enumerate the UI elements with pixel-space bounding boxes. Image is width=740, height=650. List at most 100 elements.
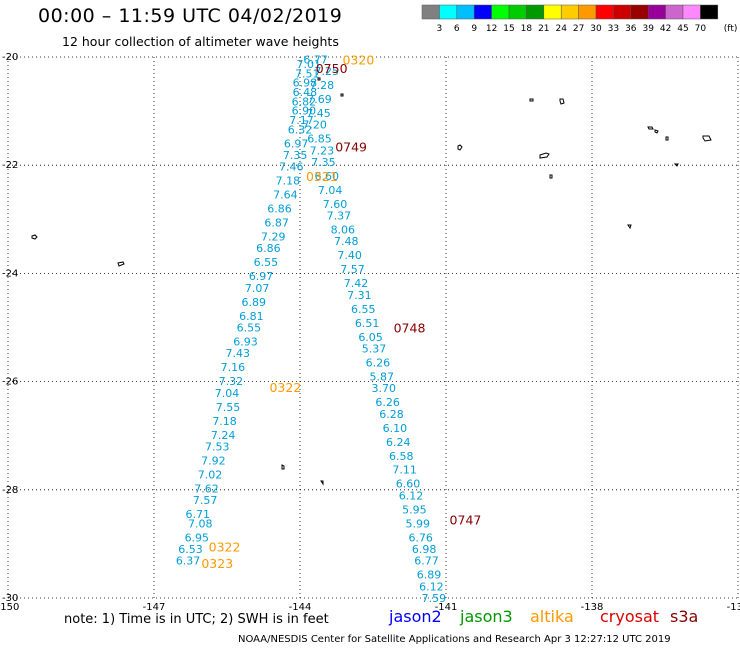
wave-height-value: 6.12 bbox=[419, 580, 444, 593]
wave-height-value: 7.28 bbox=[310, 79, 335, 92]
lat-tick-label: -30 bbox=[2, 593, 18, 604]
wave-height-value: 7.20 bbox=[302, 119, 327, 132]
wave-height-value: 6.81 bbox=[239, 310, 264, 323]
wave-height-value: 7.69 bbox=[307, 93, 332, 106]
wave-height-value: 6.82 bbox=[292, 95, 317, 108]
wave-height-value: 6.71 bbox=[186, 508, 211, 521]
wave-height-value: 5.99 bbox=[406, 517, 431, 530]
wave-height-value: 7.18 bbox=[276, 175, 301, 188]
wave-height-points: 6.777.017.516.986.486.826.907.176.326.97… bbox=[176, 53, 446, 605]
wave-height-value: 7.57 bbox=[340, 263, 365, 276]
wave-height-value: 6.26 bbox=[366, 356, 391, 369]
wave-height-value: 7.55 bbox=[216, 401, 241, 414]
color-scale-label: 27 bbox=[573, 24, 584, 34]
color-scale-label: 15 bbox=[503, 24, 514, 34]
wave-height-value: 6.85 bbox=[307, 133, 332, 146]
wave-height-value: 7.57 bbox=[193, 494, 218, 507]
lon-tick-label: -144 bbox=[289, 602, 312, 613]
wave-height-value: 6.24 bbox=[386, 436, 411, 449]
pass-time-label: 0750 bbox=[316, 61, 348, 76]
wave-height-value: 7.04 bbox=[318, 184, 343, 197]
wave-height-value: 6.89 bbox=[417, 569, 442, 582]
wave-height-value: 7.92 bbox=[201, 454, 226, 467]
footnote: note: 1) Time is in UTC; 2) SWH is in fe… bbox=[64, 612, 329, 627]
wave-height-value: 7.11 bbox=[392, 464, 417, 477]
wave-height-value: 6.98 bbox=[412, 543, 437, 556]
color-scale-label: 30 bbox=[590, 24, 602, 34]
wave-height-value: 6.58 bbox=[389, 450, 414, 463]
wave-height-value: 8.06 bbox=[331, 224, 356, 237]
wave-height-value: 6.55 bbox=[254, 256, 279, 269]
wave-height-value: 7.60 bbox=[323, 198, 348, 211]
wave-height-value: 7.53 bbox=[205, 440, 230, 453]
color-scale-label: 9 bbox=[471, 24, 477, 34]
wave-height-value: 6.32 bbox=[288, 123, 313, 136]
coastline-islands bbox=[31, 77, 712, 486]
color-scale-bar: 3 6 9 12 15 18 21 24 27 30 33 36 39 42 45 70 (ft) bbox=[421, 4, 737, 34]
wave-height-value: 7.23 bbox=[310, 144, 335, 157]
wave-height-value: 7.01 bbox=[297, 58, 322, 71]
wave-height-value: 7.62 bbox=[194, 482, 219, 495]
color-scale-label: 12 bbox=[486, 24, 497, 34]
color-scale-label: 18 bbox=[521, 24, 533, 34]
color-swatch bbox=[700, 4, 719, 20]
lat-tick-label: -24 bbox=[2, 268, 18, 279]
wave-height-value: 6.95 bbox=[185, 531, 210, 544]
wave-height-value: 6.60 bbox=[396, 478, 421, 491]
pass-time-label: 0322 bbox=[209, 540, 241, 555]
lon-tick-label: -135 bbox=[727, 602, 740, 613]
wave-height-value: 6.37 bbox=[176, 555, 201, 568]
source-credit: NOAA/NESDIS Center for Satellite Applica… bbox=[238, 634, 671, 645]
wave-height-value: 6.12 bbox=[399, 489, 424, 502]
wave-height-value: 5.37 bbox=[362, 342, 387, 355]
legend-s3a: s3a bbox=[670, 607, 699, 626]
legend-jason2: jason2 bbox=[389, 607, 442, 626]
pass-time-label: 0749 bbox=[335, 139, 367, 154]
page-subtitle: 12 hour collection of altimeter wave hei… bbox=[62, 34, 339, 49]
wave-height-value: 6.26 bbox=[375, 396, 400, 409]
color-scale-label: 39 bbox=[642, 24, 654, 34]
pass-time-label: 0321 bbox=[306, 169, 338, 184]
wave-height-value: 6.48 bbox=[293, 86, 318, 99]
wave-height-value: 7.48 bbox=[334, 235, 359, 248]
wave-height-value: 7.46 bbox=[279, 161, 304, 174]
lat-lon-grid bbox=[7, 56, 739, 599]
wave-height-value: 6.28 bbox=[379, 408, 404, 421]
wave-height-value: 6.60 bbox=[315, 170, 340, 183]
legend-jason3: jason3 bbox=[460, 607, 513, 626]
lat-tick-label: -28 bbox=[2, 485, 18, 496]
wave-height-value: 6.77 bbox=[414, 555, 439, 568]
color-scale-label: 24 bbox=[555, 24, 567, 34]
latitude-tick-labels: -20 -22 -24 -26 -28 -30 bbox=[2, 52, 18, 604]
wave-height-value: 7.17 bbox=[289, 114, 314, 127]
wave-height-value: 7.04 bbox=[215, 387, 240, 400]
wave-height-value: 6.89 bbox=[242, 296, 267, 309]
wave-height-value: 6.55 bbox=[351, 303, 376, 316]
wave-height-value: 7.25 bbox=[315, 65, 340, 78]
wave-height-value: 5.87 bbox=[370, 370, 395, 383]
color-scale-label: 6 bbox=[454, 24, 460, 34]
wave-height-value: 6.55 bbox=[237, 322, 262, 335]
wave-height-value: 7.16 bbox=[221, 361, 246, 374]
color-scale-label: 33 bbox=[608, 24, 619, 34]
wave-height-value: 6.10 bbox=[383, 422, 408, 435]
lat-tick-label: -26 bbox=[2, 377, 18, 388]
wave-height-value: 7.18 bbox=[212, 415, 237, 428]
wave-height-value: 7.31 bbox=[347, 289, 372, 302]
wave-height-value: 6.87 bbox=[264, 217, 289, 230]
wave-height-value: 6.86 bbox=[256, 242, 281, 255]
wave-height-value: 7.40 bbox=[337, 249, 362, 262]
wave-height-value: 6.90 bbox=[292, 105, 317, 118]
pass-time-label: 0322 bbox=[269, 380, 301, 395]
pass-time-label: 0748 bbox=[394, 321, 426, 336]
wave-height-value: 6.86 bbox=[267, 203, 292, 216]
wave-height-value: 6.05 bbox=[358, 331, 383, 344]
legend-altika: altika bbox=[530, 607, 574, 626]
wave-height-value: 6.51 bbox=[355, 317, 380, 330]
wave-height-value: 7.32 bbox=[219, 375, 244, 388]
color-scale-label: 45 bbox=[677, 24, 688, 34]
lon-tick-label: -138 bbox=[581, 602, 604, 613]
wave-height-value: 7.35 bbox=[283, 149, 308, 162]
lat-tick-label: -20 bbox=[2, 52, 18, 63]
